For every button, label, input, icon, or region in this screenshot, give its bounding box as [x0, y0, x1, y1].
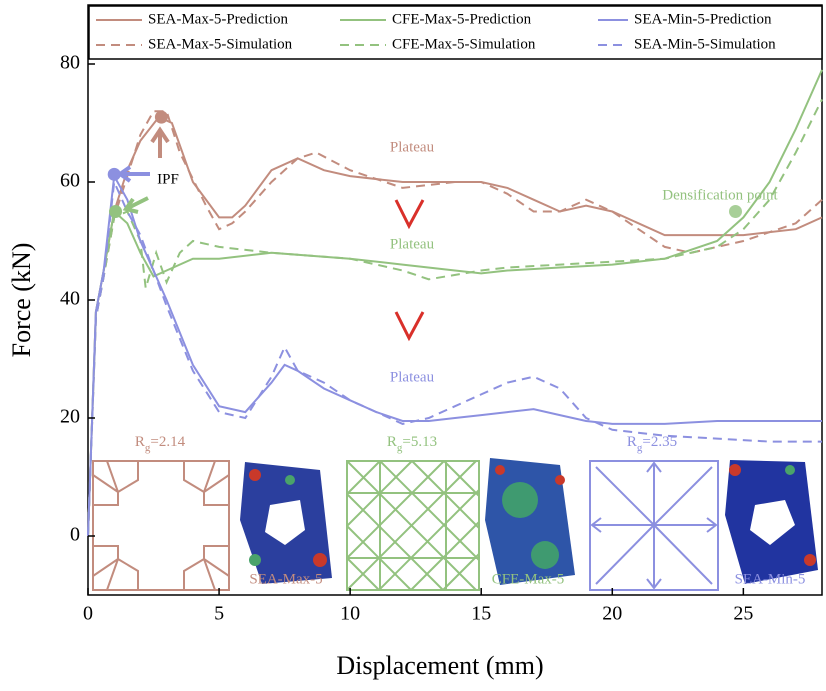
y-tick-label: 0 — [70, 524, 80, 546]
series-line — [87, 115, 823, 537]
x-tick-label: 20 — [602, 603, 622, 625]
decrease-sign — [394, 311, 425, 342]
insets — [92, 458, 818, 591]
legend-label: CFE-Max-5-Prediction — [392, 11, 532, 27]
decrease-sign — [394, 199, 425, 230]
x-tick-label: 5 — [214, 603, 224, 625]
deformed-sea-min — [725, 460, 818, 584]
legend-label: SEA-Max-5-Simulation — [148, 36, 293, 52]
lattice-cfe-max — [346, 460, 480, 591]
rg-label: Rg=2.35 — [627, 434, 677, 453]
rg-rest: =2.14 — [150, 434, 185, 450]
y-axis-label: Force (kN) — [7, 243, 36, 358]
rg-sub: g — [145, 442, 151, 454]
annotation: Plateau — [390, 369, 435, 385]
rg-sub: g — [637, 442, 643, 454]
rg-label: Rg=2.14 — [135, 434, 186, 453]
inset-label: SEA-Min-5 — [735, 571, 806, 587]
key-point — [107, 167, 121, 181]
series-line — [87, 110, 823, 537]
y-tick-label: 60 — [60, 170, 80, 192]
rg-rest: =2.35 — [642, 434, 677, 450]
series-line — [87, 178, 822, 537]
legend-label: SEA-Max-5-Prediction — [148, 11, 288, 27]
y-tick-label: 80 — [60, 52, 80, 74]
series-line — [87, 98, 823, 537]
y-tick-label: 40 — [60, 288, 80, 310]
legend-label: SEA-Min-5-Simulation — [634, 36, 776, 52]
key-point — [109, 205, 123, 218]
inset-label: SEA-Max-5 — [249, 571, 322, 587]
rg-main: R — [135, 434, 145, 450]
inset-label: CFE-Max-5 — [492, 571, 565, 587]
key-point — [154, 110, 168, 124]
arrow — [150, 126, 170, 158]
y-tick-label: 20 — [60, 406, 80, 428]
annotation: IPF — [157, 171, 179, 187]
lattice-sea-max — [92, 460, 230, 591]
series-line — [87, 69, 823, 537]
annotation: Plateau — [390, 139, 435, 155]
rg-rest: =5.13 — [402, 434, 437, 450]
arrow — [122, 196, 149, 214]
legend-box — [88, 5, 823, 60]
x-axis-label: Displacement (mm) — [336, 651, 543, 680]
x-tick-label: 15 — [471, 603, 491, 625]
deformed-cfe-max — [485, 458, 575, 585]
key-point — [728, 205, 742, 218]
x-tick-label: 0 — [83, 603, 93, 625]
rg-main: R — [627, 434, 637, 450]
rg-label: Rg=5.13 — [387, 434, 437, 453]
annotation: Plateau — [390, 236, 435, 252]
deformed-sea-max — [240, 462, 332, 584]
rg-sub: g — [397, 442, 403, 454]
annotation: Densification point — [662, 187, 778, 203]
lines — [87, 69, 823, 537]
legend-label: CFE-Max-5-Simulation — [392, 36, 536, 52]
rg-main: R — [387, 434, 397, 450]
lattice-sea-min — [589, 460, 719, 591]
x-tick-label: 10 — [340, 603, 360, 625]
arrow — [116, 165, 150, 183]
legend-label: SEA-Min-5-Prediction — [634, 11, 772, 27]
x-tick-label: 25 — [733, 603, 753, 625]
